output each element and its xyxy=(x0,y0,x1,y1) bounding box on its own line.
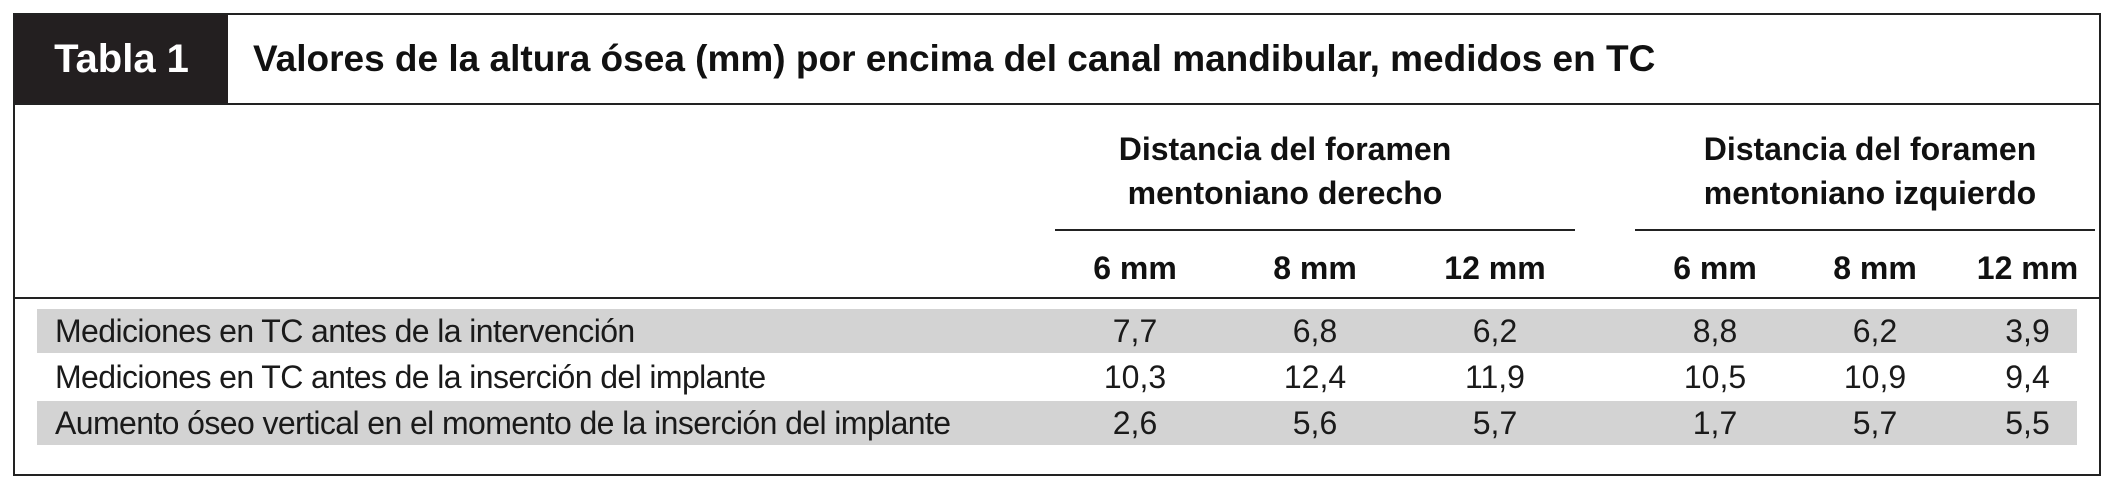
table-number-tag: Tabla 1 xyxy=(15,15,228,103)
column-group-right: Distancia del foramen mentoniano derecho xyxy=(1055,127,1515,217)
table-cell: 11,9 xyxy=(1465,359,1525,395)
column-header: 6 mm xyxy=(1093,250,1177,286)
table-cell: 5,6 xyxy=(1292,405,1338,441)
table-cell: 5,7 xyxy=(1852,405,1898,441)
table-cell: 8,8 xyxy=(1692,313,1738,349)
table-cell: 1,7 xyxy=(1692,405,1738,441)
table-cell: 7,7 xyxy=(1112,313,1158,349)
table-cell: 5,7 xyxy=(1472,405,1518,441)
table-row: Mediciones en TC antes de la inserción d… xyxy=(37,355,2077,399)
table-row: Aumento óseo vertical en el momento de l… xyxy=(37,401,2077,445)
column-group-right-line1: Distancia del foramen xyxy=(1118,131,1452,167)
column-header: 12 mm xyxy=(1976,250,2079,286)
column-header: 8 mm xyxy=(1273,250,1357,286)
table-cell: 12,4 xyxy=(1283,359,1347,395)
table-cell: 9,4 xyxy=(2005,359,2050,395)
table-row: Mediciones en TC antes de la intervenció… xyxy=(37,309,2077,353)
column-header: 8 mm xyxy=(1833,250,1917,286)
row-label: Aumento óseo vertical en el momento de l… xyxy=(55,405,951,441)
table-cell: 6,8 xyxy=(1292,313,1338,349)
column-header: 12 mm xyxy=(1444,250,1546,286)
table-cell: 6,2 xyxy=(1472,313,1518,349)
table-title: Valores de la altura ósea (mm) por encim… xyxy=(253,38,1656,79)
table-cell: 5,5 xyxy=(2005,405,2050,441)
column-group-left-line2: mentoniano izquierdo xyxy=(1703,175,2037,211)
column-group-right-line2: mentoniano derecho xyxy=(1127,175,1443,211)
row-label: Mediciones en TC antes de la intervenció… xyxy=(55,313,635,349)
table-cell: 10,3 xyxy=(1103,359,1167,395)
table-cell: 6,2 xyxy=(1852,313,1898,349)
table-cell: 2,6 xyxy=(1112,405,1158,441)
column-group-right-rule xyxy=(1055,229,1575,231)
row-label: Mediciones en TC antes de la inserción d… xyxy=(55,359,766,395)
column-header: 6 mm xyxy=(1673,250,1757,286)
table-cell: 3,9 xyxy=(2005,313,2050,349)
column-group-left-line1: Distancia del foramen xyxy=(1703,131,2037,167)
column-group-left-rule xyxy=(1635,229,2095,231)
table-title-bar: Tabla 1 Valores de la altura ósea (mm) p… xyxy=(15,15,2099,105)
table-cell: 10,9 xyxy=(1843,359,1907,395)
table-frame: Tabla 1 Valores de la altura ósea (mm) p… xyxy=(13,13,2101,476)
table-cell: 10,5 xyxy=(1683,359,1747,395)
header-rule xyxy=(15,297,2099,299)
column-group-left: Distancia del foramen mentoniano izquier… xyxy=(1635,127,2105,217)
